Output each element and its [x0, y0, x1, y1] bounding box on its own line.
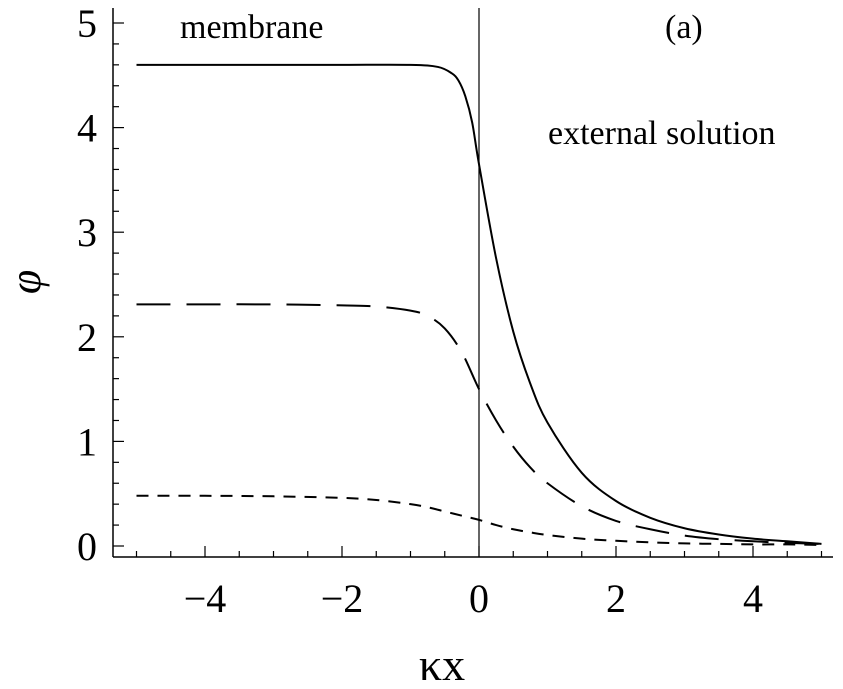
y-tick-label: 2	[77, 315, 97, 360]
y-tick-label: 4	[77, 106, 97, 151]
x-axis-label: κx	[419, 639, 465, 689]
series-3-short-dash-line	[136, 494, 822, 546]
annotation-panel-label: (a)	[665, 9, 703, 46]
y-tick-label: 1	[77, 419, 97, 464]
y-axis-label: φ	[1, 270, 50, 294]
annotation-membrane: membrane	[180, 9, 324, 46]
y-axis-ticks: 0 1 2 3 4 5	[77, 1, 124, 569]
y-tick-label: 0	[77, 524, 97, 569]
series-1-solid-line	[136, 63, 822, 545]
x-tick-label: 2	[606, 576, 626, 621]
x-axis-ticks: −4 −2 0 2 4	[135, 546, 823, 621]
series-group	[136, 63, 822, 546]
x-tick-label: −4	[184, 576, 227, 621]
plot-frame	[112, 8, 833, 558]
x-tick-label: 4	[743, 576, 763, 621]
y-tick-label: 5	[77, 1, 97, 46]
annotation-external-solution: external solution	[548, 115, 776, 152]
x-tick-label: −2	[321, 576, 364, 621]
series-2-long-dash-line	[136, 303, 822, 545]
x-tick-label: 0	[469, 576, 489, 621]
y-tick-label: 3	[77, 210, 97, 255]
